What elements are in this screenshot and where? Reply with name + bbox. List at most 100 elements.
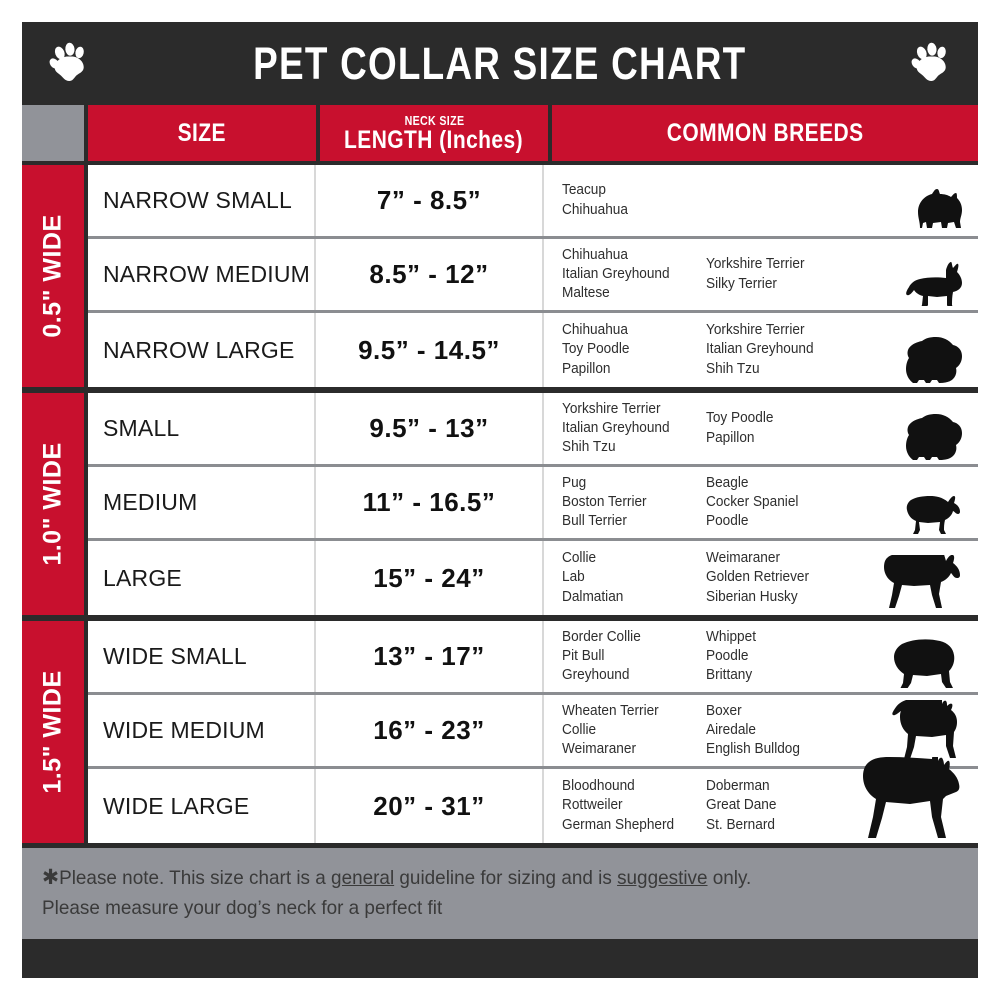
breed-item: Great Dane xyxy=(706,797,777,814)
table-row[interactable]: NARROW LARGE 9.5” - 14.5” Chihuahua Toy Poo… xyxy=(88,313,978,387)
width-band-label: 0.5" WIDE xyxy=(38,214,67,338)
cell-size-name: NARROW SMALL xyxy=(88,165,316,236)
breed-item: Weimaraner xyxy=(706,550,780,567)
breed-item: Papillon xyxy=(706,429,755,446)
cell-neck-length: 9.5” - 14.5” xyxy=(316,313,544,387)
cell-neck-length: 9.5” - 13” xyxy=(316,393,544,464)
breed-list: Chihuahua Toy Poodle Papillon xyxy=(562,321,697,378)
breed-list: Yorkshire Terrier Silky Terrier xyxy=(706,255,847,293)
breed-item: Doberman xyxy=(706,778,770,795)
breed-item: Wheaten Terrier xyxy=(562,702,659,719)
header-label-breeds: COMMON BREEDS xyxy=(666,118,864,147)
table-row[interactable]: NARROW SMALL 7” - 8.5” Teacup Chihuahua xyxy=(88,165,978,239)
asterisk-icon: ✱ xyxy=(42,866,60,889)
breed-item: Toy Poodle xyxy=(706,410,774,427)
breed-list: Collie Lab Dalmatian xyxy=(562,549,697,606)
chart-header: PET COLLAR SIZE CHART xyxy=(22,22,978,105)
breed-item: Border Collie xyxy=(562,628,641,645)
breed-item: St. Bernard xyxy=(706,816,775,833)
width-band: 1.0" WIDE xyxy=(22,393,84,615)
pug-silhouette-icon xyxy=(898,490,964,534)
breed-item: Golden Retriever xyxy=(706,569,810,586)
width-band-label: 1.5" WIDE xyxy=(38,670,67,794)
paw-print-icon xyxy=(908,40,954,86)
breed-item: Yorkshire Terrier xyxy=(706,256,805,273)
breed-item: Italian Greyhound xyxy=(706,341,814,358)
doberman-silhouette-icon xyxy=(860,757,964,839)
breed-list: Chihuahua Italian Greyhound Maltese xyxy=(562,246,697,303)
cell-size-name: LARGE xyxy=(88,541,316,615)
table-header-row: SIZE NECK SIZE LENGTH (Inches) COMMON BR… xyxy=(22,105,978,161)
width-band: 1.5" WIDE xyxy=(22,621,84,843)
cell-neck-length: 16” - 23” xyxy=(316,695,544,766)
header-cell-corner xyxy=(22,105,84,161)
cell-common-breeds: Yorkshire Terrier Italian Greyhound Shih T… xyxy=(544,393,978,464)
table-body: 0.5" WIDE NARROW SMALL 7” - 8.5” Teacup Chih… xyxy=(22,161,978,843)
header-label-size: SIZE xyxy=(177,118,227,147)
breed-item: Beagle xyxy=(706,474,749,491)
breed-item: Whippet xyxy=(706,628,757,645)
breed-item: Poodle xyxy=(706,513,749,530)
table-row[interactable]: WIDE LARGE 20” - 31” Bloodhound Rottweiler G… xyxy=(88,757,978,843)
table-row[interactable]: WIDE SMALL 13” - 17” Border Collie Pit Bull… xyxy=(88,621,978,695)
breed-item: Yorkshire Terrier xyxy=(706,322,805,339)
breed-list: Teacup Chihuahua xyxy=(562,181,697,219)
breed-item: Yorkshire Terrier xyxy=(562,400,661,417)
breed-item: Lab xyxy=(562,569,585,586)
header-cell-size: SIZE xyxy=(88,105,316,161)
breed-item: Silky Terrier xyxy=(706,275,777,292)
breed-item: Shih Tzu xyxy=(562,439,616,456)
cell-size-name: MEDIUM xyxy=(88,467,316,538)
cell-neck-length: 11” - 16.5” xyxy=(316,467,544,538)
cell-neck-length: 8.5” - 12” xyxy=(316,239,544,310)
cell-common-breeds: Chihuahua Toy Poodle Papillon Yorkshire Ter… xyxy=(544,313,978,387)
breed-list: Bloodhound Rottweiler German Shepherd xyxy=(562,777,697,834)
breed-item: Pug xyxy=(562,474,587,491)
cell-size-name: WIDE MEDIUM xyxy=(88,695,316,766)
breed-item: Greyhound xyxy=(562,667,630,684)
table-row[interactable]: NARROW MEDIUM 8.5” - 12” Chihuahua Italian … xyxy=(88,239,978,313)
cell-common-breeds: Pug Boston Terrier Bull Terrier Beagle Cocke… xyxy=(544,467,978,538)
breed-item: Teacup xyxy=(562,182,606,199)
breed-item: Dalmatian xyxy=(562,588,624,605)
pet-collar-size-chart: PET COLLAR SIZE CHART SIZE NECK SIZE xyxy=(22,22,978,978)
breed-item: English Bulldog xyxy=(706,741,800,758)
paw-print-icon xyxy=(46,40,92,86)
breed-item: Airedale xyxy=(706,721,757,738)
table-row[interactable]: SMALL 9.5” - 13” Yorkshire Terrier Italian … xyxy=(88,393,978,467)
size-group: 0.5" WIDE NARROW SMALL 7” - 8.5” Teacup Chih… xyxy=(22,161,978,387)
breed-item: Papillon xyxy=(562,360,611,377)
chihuahua-silhouette-icon xyxy=(902,262,964,306)
table-row[interactable]: WIDE MEDIUM 16” - 23” Wheaten Terrier Colli… xyxy=(88,695,978,769)
breed-item: Weimaraner xyxy=(562,741,636,758)
cell-size-name: SMALL xyxy=(88,393,316,464)
breed-list: Yorkshire Terrier Italian Greyhound Shih T… xyxy=(562,400,697,457)
breed-list: Wheaten Terrier Collie Weimaraner xyxy=(562,702,697,759)
breed-item: Maltese xyxy=(562,285,610,302)
group-rows: NARROW SMALL 7” - 8.5” Teacup Chihuahua NARR… xyxy=(88,165,978,387)
breed-list: Weimaraner Golden Retriever Siberian Husky xyxy=(706,549,847,606)
size-group: 1.0" WIDE SMALL 9.5” - 13” Yorkshire Terrie… xyxy=(22,387,978,615)
breed-item: Poodle xyxy=(706,647,749,664)
header-sublabel-neck-size: NECK SIZE xyxy=(404,112,464,128)
table-row[interactable]: MEDIUM 11” - 16.5” Pug Boston Terrier Bull T… xyxy=(88,467,978,541)
breed-list: Yorkshire Terrier Italian Greyhound Shih T… xyxy=(706,321,847,378)
breed-item: Boston Terrier xyxy=(562,493,647,510)
footer-note: ✱Please note. This size chart is a gener… xyxy=(22,843,978,939)
footer-text-a: Please note. This size chart is a xyxy=(59,867,332,889)
table-row[interactable]: LARGE 15” - 24” Collie Lab Dalmatian Weimaran… xyxy=(88,541,978,615)
cell-size-name: WIDE SMALL xyxy=(88,621,316,692)
breed-item: Toy Poodle xyxy=(562,341,630,358)
breed-item: Cocker Spaniel xyxy=(706,493,799,510)
page-title: PET COLLAR SIZE CHART xyxy=(253,37,747,89)
breed-item: Chihuahua xyxy=(562,246,628,263)
cell-neck-length: 13” - 17” xyxy=(316,621,544,692)
breed-list: Whippet Poodle Brittany xyxy=(706,628,847,685)
width-band: 0.5" WIDE xyxy=(22,165,84,387)
pomeranian-silhouette-icon xyxy=(906,335,964,383)
breed-item: Italian Greyhound xyxy=(562,419,670,436)
breed-item: Pit Bull xyxy=(562,647,605,664)
boxer-silhouette-icon xyxy=(882,700,964,762)
cell-neck-length: 20” - 31” xyxy=(316,769,544,843)
footer-text-b: guideline for sizing and is xyxy=(394,867,618,889)
